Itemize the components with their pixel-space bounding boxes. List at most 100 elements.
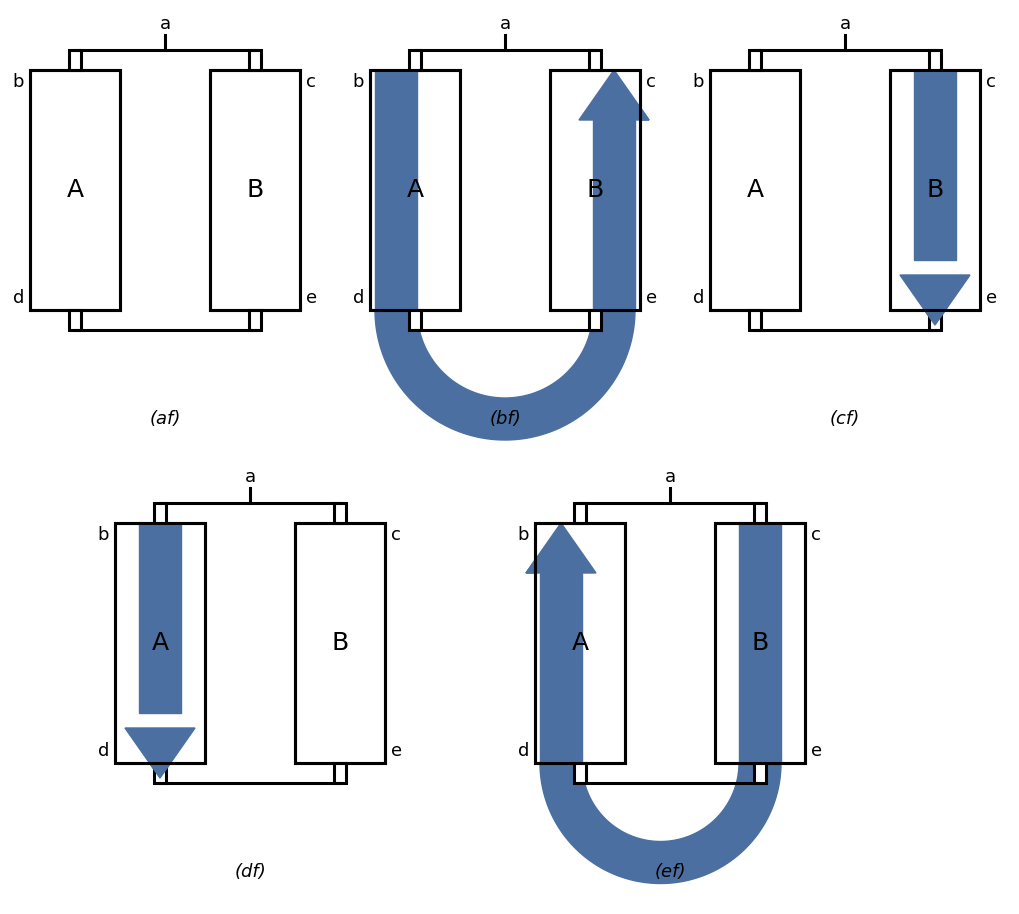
Bar [69,310,81,330]
Text: a: a [840,15,851,33]
Bar [710,70,800,310]
Bar [154,763,166,783]
Text: d: d [353,289,364,307]
Bar [749,310,761,330]
Text: b: b [12,73,24,91]
Bar [754,763,766,783]
Text: c: c [811,526,821,544]
Bar [139,523,181,713]
Bar [409,310,421,330]
Bar [115,523,205,763]
Bar [334,503,346,523]
Text: e: e [306,289,317,307]
Polygon shape [375,310,635,440]
Polygon shape [900,275,970,325]
Bar [375,70,417,310]
Bar [30,70,120,310]
Bar [535,523,625,763]
Text: b: b [693,73,704,91]
Bar [593,120,635,310]
Bar [715,523,805,763]
Bar [550,70,640,310]
Bar [139,523,181,713]
Bar [715,523,805,763]
Bar [914,70,956,260]
Text: B: B [247,178,264,202]
Polygon shape [526,523,596,573]
Bar [540,573,582,763]
Bar [370,70,460,310]
Text: B: B [331,631,348,655]
Bar [294,523,385,763]
Bar [154,503,166,523]
Polygon shape [526,523,596,573]
Polygon shape [579,70,649,120]
Bar [294,523,385,763]
Bar [210,70,300,310]
Text: d: d [12,289,24,307]
Bar [739,523,781,763]
Text: (cf): (cf) [829,410,860,428]
Bar [589,310,601,330]
Bar [249,310,261,330]
Bar [929,310,941,330]
Text: a: a [664,468,676,486]
Bar [370,70,460,310]
Text: b: b [518,526,529,544]
Text: B: B [926,178,944,202]
Text: c: c [646,73,656,91]
Bar [540,573,582,763]
Bar [739,523,781,763]
Bar [375,70,417,310]
Bar [589,50,601,70]
Polygon shape [900,275,970,325]
Bar [574,503,586,523]
Text: a: a [159,15,170,33]
Polygon shape [579,70,649,120]
Bar [749,50,761,70]
Text: A: A [572,631,589,655]
Bar [593,120,635,310]
Bar [69,50,81,70]
Text: B: B [751,631,768,655]
Text: d: d [98,742,109,760]
Bar [409,50,421,70]
Text: d: d [518,742,529,760]
Text: b: b [353,73,364,91]
Text: c: c [986,73,996,91]
Bar [535,523,625,763]
Bar [710,70,800,310]
Bar [574,763,586,783]
Bar [929,50,941,70]
Bar [115,523,205,763]
Text: (ef): (ef) [654,863,686,881]
Bar [30,70,120,310]
Bar [890,70,980,310]
Text: A: A [66,178,84,202]
Bar [550,70,640,310]
Text: a: a [245,468,256,486]
Text: a: a [499,15,511,33]
Text: (df): (df) [234,863,266,881]
Text: e: e [646,289,657,307]
Text: e: e [391,742,403,760]
Text: (bf): (bf) [489,410,521,428]
Polygon shape [540,763,781,884]
Bar [914,70,956,260]
Text: e: e [986,289,998,307]
Text: c: c [391,526,400,544]
Text: b: b [98,526,109,544]
Text: d: d [693,289,704,307]
Bar [890,70,980,310]
Text: A: A [152,631,168,655]
Text: B: B [586,178,603,202]
Text: c: c [306,73,316,91]
Polygon shape [125,728,195,778]
Bar [334,763,346,783]
Text: e: e [811,742,822,760]
Text: A: A [407,178,424,202]
Bar [210,70,300,310]
Text: (af): (af) [150,410,180,428]
Bar [249,50,261,70]
Bar [754,503,766,523]
